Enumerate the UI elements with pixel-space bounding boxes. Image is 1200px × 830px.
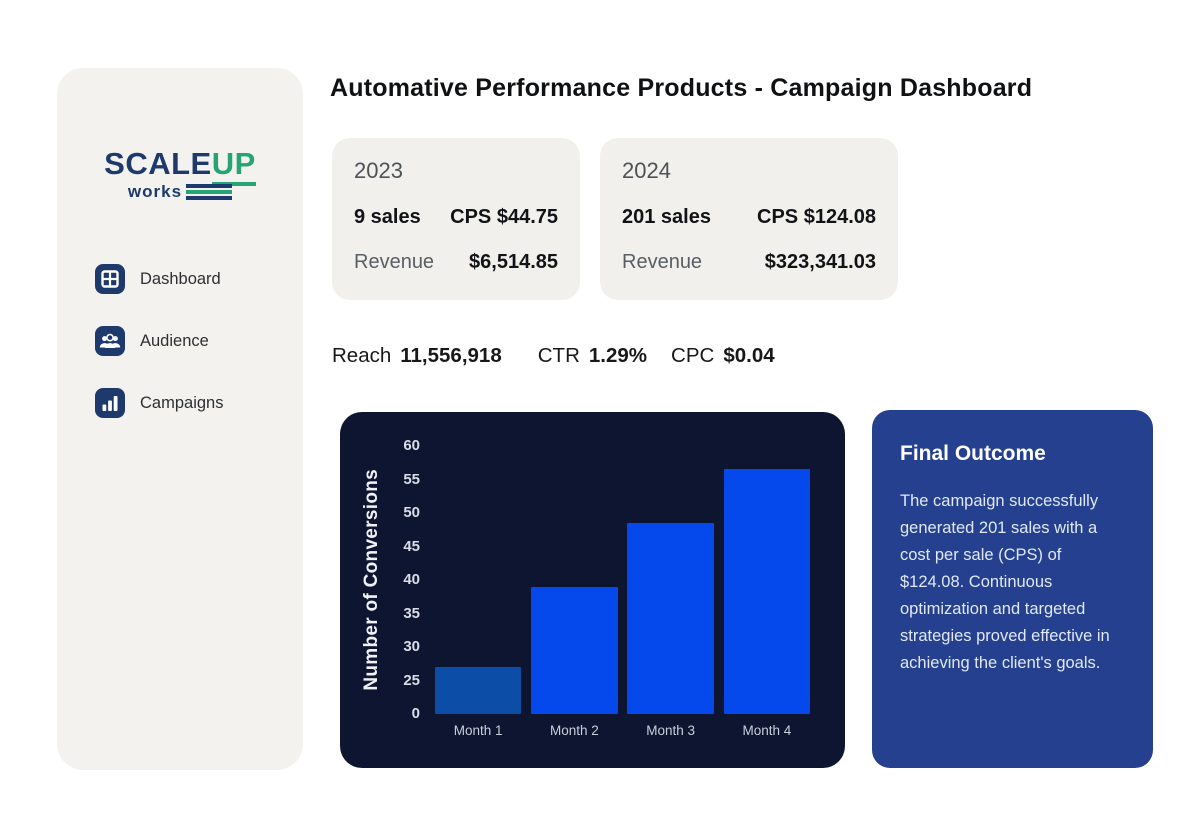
x-tick-label: Month 2	[549, 723, 599, 738]
logo-wordmark: SCALEUP	[57, 146, 303, 186]
final-outcome-body: The campaign successfully generated 201 …	[900, 492, 1110, 672]
bar-month-2	[531, 586, 618, 714]
campaigns-bars-icon	[95, 388, 125, 418]
reach-value: 11,556,918	[400, 344, 502, 367]
sidebar-item-audience[interactable]: Audience	[95, 326, 303, 356]
x-axis-labels: Month 1 Month 2 Month 3 Month 4	[430, 723, 815, 738]
y-tick-label: 40	[403, 571, 420, 588]
y-tick-label: 25	[403, 671, 420, 689]
sidebar: SCALEUP works Dashboard	[57, 68, 303, 770]
page-title: Automative Performance Products - Campai…	[330, 74, 1033, 102]
reach-label: Reach	[332, 344, 392, 367]
sidebar-item-dashboard[interactable]: Dashboard	[95, 264, 303, 294]
y-tick-label: 60	[403, 437, 420, 454]
stat-card-2024: 2024 201 sales CPS $124.08 Revenue $323,…	[600, 138, 898, 300]
stat-card-2023: 2023 9 sales CPS $44.75 Revenue $6,514.8…	[332, 138, 580, 300]
bar-month-3	[627, 523, 714, 714]
final-outcome-title: Final Outcome	[900, 442, 1046, 465]
logo-text-works: works	[127, 182, 183, 201]
y-tick-label: 50	[403, 504, 420, 521]
sidebar-nav: Dashboard Audience	[57, 264, 303, 418]
cpc-value: $0.04	[723, 344, 775, 367]
dashboard-grid-icon	[95, 264, 125, 294]
bar-month-4	[723, 469, 811, 714]
stat-sales: 201 sales	[622, 206, 711, 228]
x-tick-label: Month 1	[453, 723, 503, 738]
sidebar-item-label: Dashboard	[140, 269, 221, 288]
sidebar-item-label: Campaigns	[140, 393, 224, 412]
logo-text-up: UP	[211, 146, 256, 186]
audience-people-icon	[95, 326, 125, 356]
x-tick-label: Month 4	[742, 723, 792, 738]
stat-revenue-label: Revenue	[622, 251, 703, 273]
x-tick-label: Month 3	[646, 723, 696, 738]
logo-stripes-icon	[186, 183, 233, 200]
y-axis-label: Number of Conversions	[361, 469, 382, 691]
conversions-bar-chart: Number of Conversions 0 25 30 35 40 45 50 55 60 …	[340, 412, 845, 768]
scaleup-works-logo: SCALEUP works	[57, 146, 303, 200]
logo-text-scale: SCALE	[104, 146, 212, 181]
y-tick-label: 0	[411, 705, 420, 722]
stat-revenue-label: Revenue	[354, 251, 435, 273]
stat-sales: 9 sales	[354, 206, 421, 228]
stat-cps: CPS $44.75	[450, 206, 558, 228]
chart-plot-area	[430, 446, 815, 714]
stat-year: 2024	[622, 158, 671, 183]
stat-year: 2023	[354, 158, 403, 183]
stat-revenue-value: $323,341.03	[764, 251, 876, 273]
sidebar-item-label: Audience	[140, 331, 209, 350]
metrics-row: Reach 11,556,918 CTR 1.29% CPC $0.04	[332, 344, 775, 368]
stat-revenue-value: $6,514.85	[469, 251, 558, 273]
bars-row	[430, 446, 815, 714]
y-tick-label: 30	[403, 638, 420, 655]
stat-cps: CPS $124.08	[757, 206, 876, 228]
ctr-value: 1.29%	[588, 344, 648, 367]
y-tick-label: 55	[403, 470, 420, 488]
cpc-label: CPC	[671, 344, 715, 367]
logo-subline: works	[57, 183, 303, 200]
y-tick-label: 35	[403, 604, 420, 622]
ctr-label: CTR	[537, 344, 580, 367]
sidebar-item-campaigns[interactable]: Campaigns	[95, 388, 303, 418]
bar-month-1	[434, 667, 522, 714]
y-axis-ticks: 0 25 30 35 40 45 50 55 60	[390, 437, 430, 722]
final-outcome-card: Final Outcome The campaign successfully …	[872, 410, 1153, 768]
y-tick-label: 45	[403, 537, 420, 555]
